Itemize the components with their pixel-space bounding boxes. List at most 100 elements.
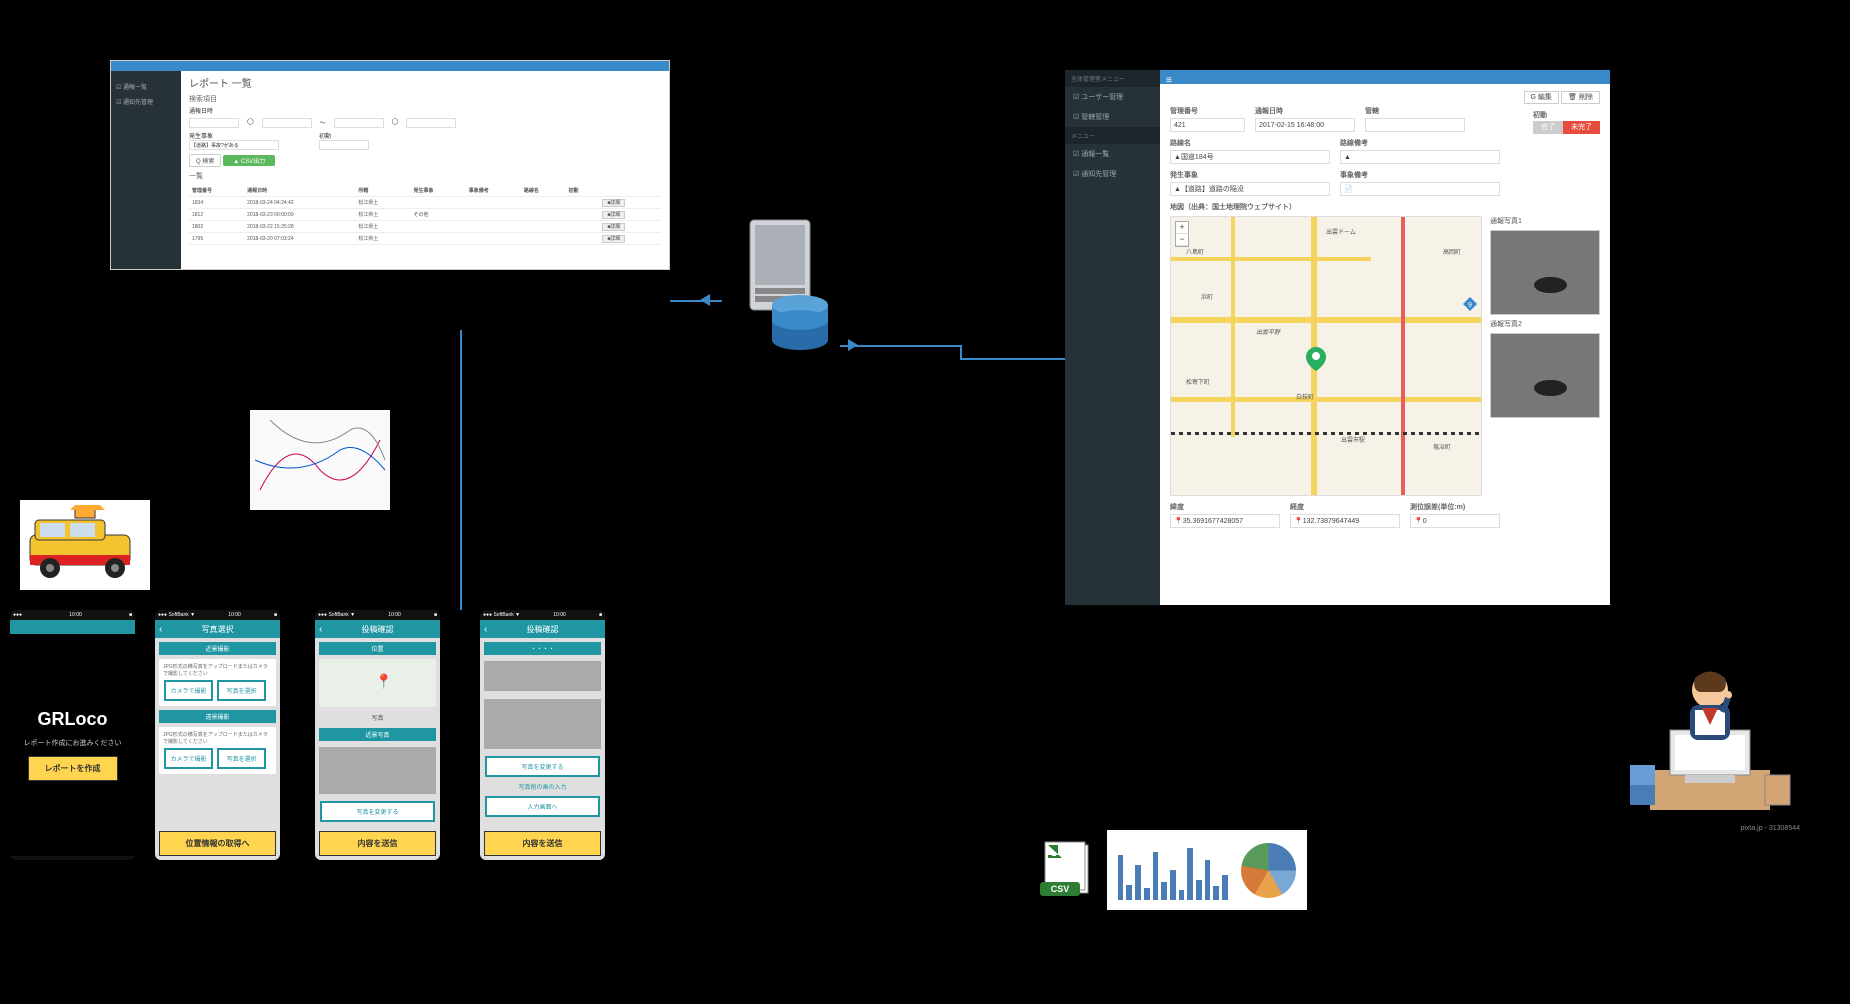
undone-button[interactable]: 未完了 — [1563, 121, 1600, 134]
section-location: 位置 — [319, 642, 436, 655]
map-pin-icon — [1306, 347, 1326, 371]
chart-thumbnail — [1107, 830, 1307, 910]
mobile-photo-select: ●●● SoftBank ▼10:00■ ‹写真選択 近景撮影 JPG形式の横写… — [155, 610, 280, 860]
map-label: 塩冶町 — [1433, 442, 1451, 451]
section-near: 近景撮影 — [159, 642, 276, 655]
create-report-button[interactable]: レポートを作成 — [28, 756, 118, 781]
change-photo-button[interactable]: 写真を変更する — [485, 756, 600, 777]
detail-button[interactable]: ■詳細 — [602, 235, 625, 243]
route-remark-value: ▲ — [1340, 150, 1500, 164]
sidebar-item-reports[interactable]: ☑ 通報一覧 — [111, 79, 181, 94]
err-label: 測位誤差(単位:m) — [1410, 502, 1500, 512]
csv-chart-group: CSV — [1040, 830, 1307, 910]
server-icon — [720, 210, 840, 360]
report-list-screenshot: ☑ 通報一覧 ☑ 通知先管理 レポート 一覧 検索項目 通報日時 ◯ ～ ◯ 発… — [110, 60, 670, 270]
menu-header-admin: 全体管理者メニュー — [1065, 70, 1160, 87]
photo1-label: 通報写真1 — [1490, 216, 1600, 226]
send-button[interactable]: 内容を送信 — [319, 831, 436, 856]
change-photo-button[interactable]: 写真を変更する — [320, 801, 435, 822]
event-remark-label: 事象備考 — [1340, 170, 1500, 180]
photo-input-note: 写真削の画の入力 — [484, 782, 601, 791]
event-value: ▲ 【道路】道路の陥没 — [1170, 182, 1330, 196]
sidebar-item-jurisdiction[interactable]: ☑ 管轄管理 — [1065, 107, 1160, 127]
initial-label: 初動 — [1533, 110, 1600, 120]
connector — [460, 330, 462, 610]
report-detail-screenshot: 全体管理者メニュー ☑ ユーザー管理 ☑ 管轄管理 メニュー ☑ 通報一覧 ☑ … — [1065, 70, 1610, 605]
topbar: ≡ — [1160, 70, 1610, 84]
table-row: 17952018-03-20 07:03:24松江県土■詳細 — [189, 233, 661, 245]
connector — [670, 300, 722, 302]
sidebar-item-notify[interactable]: ☑ 通知先管理 — [111, 94, 181, 109]
time-from[interactable] — [262, 118, 312, 128]
section-near-photo: 近景写真 — [319, 728, 436, 741]
section: ・・・・ — [484, 642, 601, 655]
send-button[interactable]: 内容を送信 — [484, 831, 601, 856]
map-label: 出雲市駅 — [1341, 435, 1365, 444]
detail-button[interactable]: ■詳細 — [602, 211, 625, 219]
sidebar-item-reports[interactable]: ☑ 通報一覧 — [1065, 144, 1160, 164]
photo2-label: 通報写真2 — [1490, 319, 1600, 329]
done-button[interactable]: 完了 — [1533, 121, 1563, 134]
back-icon[interactable]: ‹ — [159, 624, 162, 635]
photo-thumb — [484, 661, 601, 691]
screen-title: 投稿確認 — [527, 624, 559, 635]
mgmt-no-value: 421 — [1170, 118, 1245, 132]
jurisdiction-label: 管轄 — [1365, 106, 1465, 116]
detail-button[interactable]: ■詳細 — [602, 223, 625, 231]
map-title: 地図（出典：国土地理院ウェブサイト） — [1170, 202, 1600, 212]
photo1 — [1490, 230, 1600, 315]
menu-header: メニュー — [1065, 127, 1160, 144]
detail-button[interactable]: ■詳細 — [602, 199, 625, 207]
map-label: 八島町 — [1186, 247, 1204, 256]
select-photo-button[interactable]: 写真を選択 — [217, 748, 266, 769]
time-to[interactable] — [406, 118, 456, 128]
sidebar-item-users[interactable]: ☑ ユーザー管理 — [1065, 87, 1160, 107]
patrol-vehicle-icon — [20, 500, 150, 590]
event-label: 発生事象 — [1170, 170, 1330, 180]
photo-thumb — [319, 747, 436, 794]
err-value: 📍 0 — [1410, 514, 1500, 528]
search-button[interactable]: Q 検索 — [189, 154, 221, 167]
connector — [840, 345, 960, 347]
table-row: 18022018-03-22 15:25:28松江県土■詳細 — [189, 221, 661, 233]
map[interactable]: +− 9 出雲ドーム 八島町 高岡町 浜町 — [1170, 216, 1482, 496]
mgmt-no-label: 管理番号 — [1170, 106, 1245, 116]
select-photo-button[interactable]: 写真を選択 — [217, 680, 266, 701]
initial-label: 初動 — [319, 131, 369, 140]
edit-button[interactable]: G 編集 — [1524, 91, 1559, 104]
camera-button[interactable]: カメラで撮影 — [164, 680, 213, 701]
delete-button[interactable]: 🗑 削除 — [1561, 91, 1600, 104]
right-sidebar: 全体管理者メニュー ☑ ユーザー管理 ☑ 管轄管理 メニュー ☑ 通報一覧 ☑ … — [1065, 70, 1160, 605]
lon-value: 📍 132.73879647449 — [1290, 514, 1400, 528]
csv-button[interactable]: ▲ CSV出力 — [223, 155, 275, 166]
initial-select[interactable] — [319, 140, 369, 150]
section-far: 遠景撮影 — [159, 710, 276, 723]
attribution: pixta.jp - 31308544 — [1620, 825, 1800, 832]
csv-icon: CSV — [1040, 840, 1095, 900]
report-date-label: 通報日時 — [1255, 106, 1355, 116]
screen-title: 写真選択 — [202, 624, 234, 635]
operator-illustration: pixta.jp - 31308544 — [1620, 650, 1800, 820]
back-icon[interactable]: ‹ — [319, 624, 322, 635]
lon-label: 経度 — [1290, 502, 1400, 512]
map-zoom[interactable]: +− — [1175, 221, 1189, 247]
app-subtitle: レポート作成にお進みください — [24, 738, 122, 748]
map-label: 松寄下町 — [1186, 377, 1210, 386]
date-to[interactable] — [334, 118, 384, 128]
event-select[interactable]: 【道路】事故?がある — [189, 140, 279, 150]
table-row: 18122018-03-23 00:00:00松江県土その他■詳細 — [189, 209, 661, 221]
to-input-button[interactable]: 入力画面へ — [485, 796, 600, 817]
map-label: 白枝町 — [1296, 392, 1314, 401]
sidebar-item-notify[interactable]: ☑ 通知先管理 — [1065, 164, 1160, 184]
left-sidebar: ☑ 通報一覧 ☑ 通知先管理 — [111, 61, 181, 269]
event-remark-value: 📄 — [1340, 182, 1500, 196]
list-header: 一覧 — [189, 171, 661, 181]
camera-button[interactable]: カメラで撮影 — [164, 748, 213, 769]
get-location-button[interactable]: 位置情報の取得へ — [159, 831, 276, 856]
svg-text:CSV: CSV — [1051, 884, 1070, 894]
date-from[interactable] — [189, 118, 239, 128]
map-label: 出雲平野 — [1256, 327, 1280, 336]
route-name-value: ▲ 国道184号 — [1170, 150, 1330, 164]
map-label: 浜町 — [1201, 292, 1213, 301]
back-icon[interactable]: ‹ — [484, 624, 487, 635]
